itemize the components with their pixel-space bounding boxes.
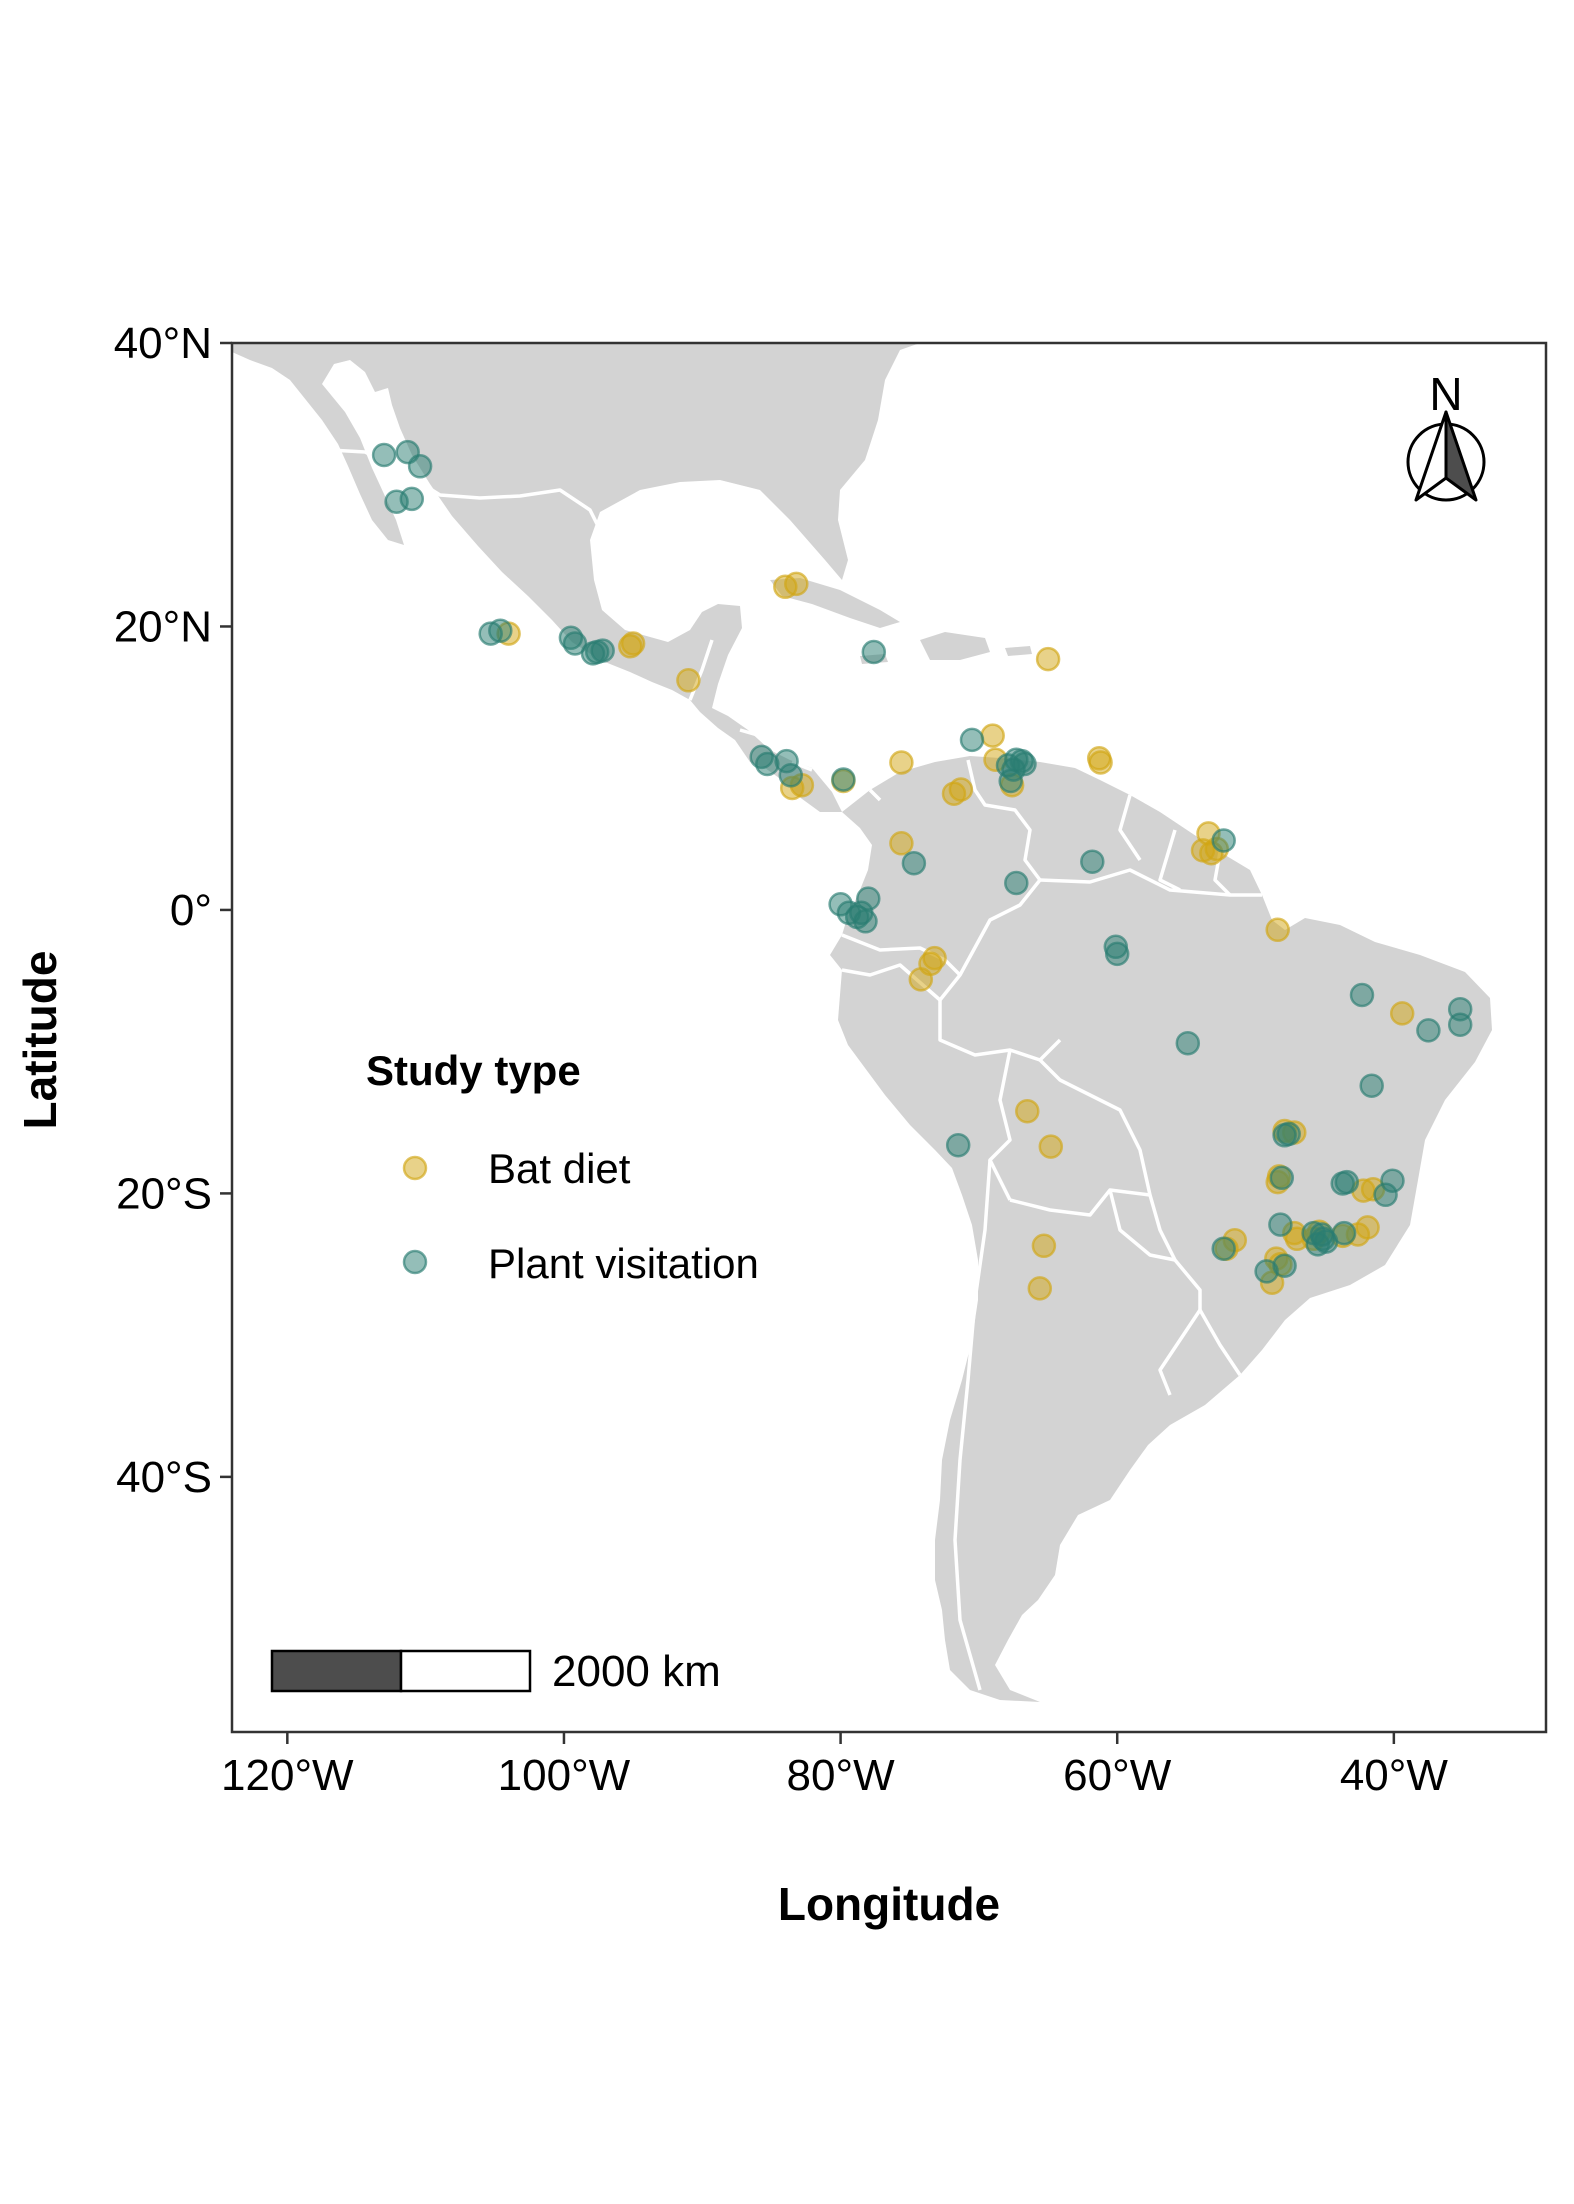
border-brazil-bolivia — [1038, 1058, 1152, 1196]
point-plant-visitation — [1269, 1165, 1295, 1191]
scale-bar-dark-segment — [270, 1649, 403, 1693]
border-central-america-1 — [719, 688, 791, 706]
point-plant-visitation — [371, 442, 397, 468]
point-plant-visitation — [778, 763, 804, 788]
border-peru-bolivia — [988, 1049, 1012, 1201]
point-plant-visitation — [861, 639, 887, 665]
point-plant-visitation — [1211, 1236, 1236, 1261]
border-colombia-brazil-peru — [938, 878, 1062, 1062]
x-tick-label: 40°W — [1340, 1751, 1449, 1800]
point-plant-visitation — [1254, 1259, 1279, 1284]
x-tick-label: 80°W — [787, 1751, 896, 1800]
data-points-layer — [371, 439, 1473, 1301]
point-plant-visitation — [1175, 1030, 1201, 1056]
legend-key-bat-diet — [402, 1155, 428, 1181]
point-plant-visitation — [1447, 1012, 1473, 1037]
point-plant-visitation — [1331, 1220, 1357, 1246]
y-tick-label: 0° — [170, 886, 212, 935]
border-paraguay-brazil — [1108, 1189, 1176, 1262]
point-bat-diet — [908, 967, 934, 992]
point-plant-visitation — [580, 641, 606, 666]
border-central-america-2 — [739, 728, 801, 754]
point-plant-visitation — [488, 618, 513, 643]
legend-title: Study type — [366, 1047, 581, 1094]
point-plant-visitation — [1349, 982, 1375, 1008]
point-bat-diet — [889, 750, 914, 775]
legend-key-plant-visitation — [402, 1249, 428, 1275]
puerto-rico-island — [1005, 646, 1032, 656]
point-plant-visitation — [1004, 870, 1029, 896]
point-bat-diet — [1265, 917, 1290, 943]
border-bolivia-paraguay-argentina — [1009, 1188, 1202, 1310]
point-plant-visitation — [1272, 1123, 1297, 1148]
point-plant-visitation — [945, 1132, 971, 1158]
x-tick-label: 60°W — [1063, 1751, 1172, 1800]
map-panel-border — [230, 341, 1548, 1734]
point-plant-visitation — [998, 768, 1023, 794]
border-brazil-north — [1039, 868, 1262, 897]
point-plant-visitation — [1080, 849, 1105, 874]
x-tick-label: 100°W — [498, 1751, 631, 1800]
point-bat-diet — [948, 777, 974, 802]
border-guyana-suriname — [1158, 829, 1181, 892]
point-bat-diet — [1027, 1276, 1053, 1301]
border-panama-colombia — [868, 788, 882, 802]
point-plant-visitation — [831, 767, 856, 792]
point-plant-visitation — [1334, 1169, 1360, 1195]
legend-label-bat-diet: Bat diet — [488, 1145, 631, 1192]
point-plant-visitation — [407, 454, 433, 479]
scale-bar-label: 2000 km — [552, 1647, 721, 1696]
point-bat-diet — [1015, 1098, 1040, 1124]
scale-bar-light-segment — [399, 1649, 532, 1693]
point-plant-visitation — [399, 486, 425, 512]
point-bat-diet — [784, 571, 809, 597]
legend: Study type Bat diet Plant visitation — [366, 1047, 759, 1287]
point-plant-visitation — [1211, 828, 1236, 853]
point-plant-visitation — [1373, 1182, 1398, 1208]
y-tick-label: 40°N — [114, 319, 212, 368]
point-bat-diet — [980, 723, 1005, 748]
y-axis: 40°N 20°N 0° 20°S 40°S — [114, 319, 232, 1502]
scale-bar: 2000 km — [270, 1647, 721, 1696]
point-plant-visitation — [901, 850, 927, 876]
point-plant-visitation — [1104, 941, 1130, 967]
hispaniola-island — [920, 632, 990, 660]
north-america-land — [232, 343, 920, 812]
y-tick-label: 20°S — [116, 1169, 212, 1218]
border-colombia-venezuela — [966, 759, 1042, 882]
border-brazil-uruguay — [1198, 1309, 1242, 1376]
border-chile-argentina — [953, 1159, 992, 1691]
point-bat-diet — [676, 668, 701, 693]
point-bat-diet — [1038, 1134, 1064, 1159]
y-axis-title: Latitude — [14, 951, 66, 1130]
point-plant-visitation — [1309, 1222, 1335, 1247]
border-colombia-ecuador-peru — [841, 933, 962, 977]
x-tick-label: 120°W — [221, 1751, 354, 1800]
x-axis: 120°W 100°W 80°W 60°W 40°W — [221, 1732, 1448, 1800]
border-argentina-uruguay — [1158, 1309, 1202, 1396]
point-plant-visitation — [1416, 1018, 1441, 1043]
point-bat-diet — [1035, 646, 1061, 672]
point-plant-visitation — [1359, 1073, 1384, 1098]
point-plant-visitation — [849, 900, 874, 926]
point-bat-diet — [889, 831, 914, 856]
point-bat-diet — [618, 634, 643, 659]
point-bat-diet — [1088, 750, 1113, 775]
point-bat-diet — [1031, 1233, 1057, 1259]
x-axis-title: Longitude — [778, 1878, 1000, 1930]
north-arrow-icon: N — [1406, 368, 1486, 502]
y-tick-label: 40°S — [116, 1453, 212, 1502]
legend-label-plant-visitation: Plant visitation — [488, 1240, 759, 1287]
point-plant-visitation — [1268, 1212, 1293, 1237]
point-bat-diet — [1389, 1001, 1415, 1026]
point-plant-visitation — [959, 727, 985, 753]
border-venezuela-guyana — [1118, 794, 1142, 861]
y-tick-label: 20°N — [114, 602, 212, 651]
